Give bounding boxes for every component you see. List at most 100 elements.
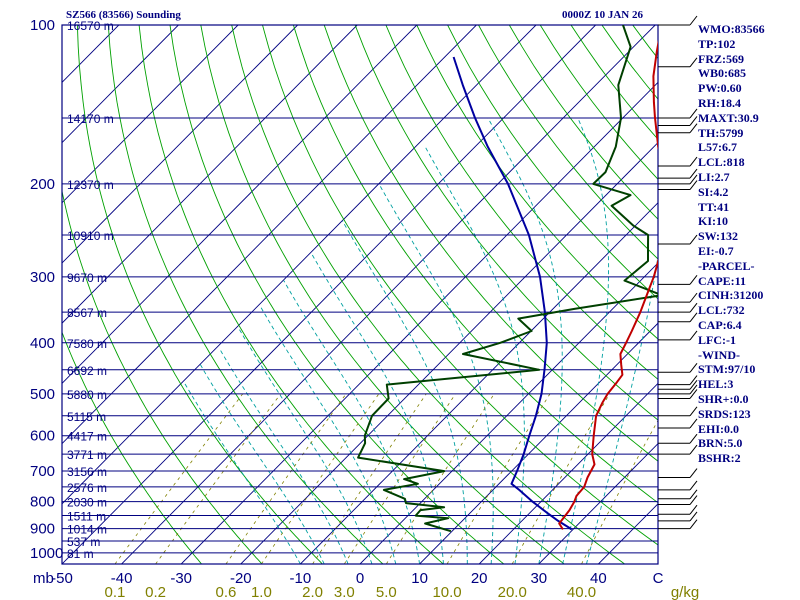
pressure-label: 300: [30, 269, 55, 286]
index-item: SI:4.2: [698, 184, 729, 199]
moist-adiabat-line: [200, 364, 325, 564]
index-item: SW:132: [698, 229, 739, 244]
height-label: 4417 m: [67, 430, 107, 444]
wind-barb: [658, 468, 698, 479]
wind-barb: [658, 433, 698, 444]
mixing-ratio-label: 5.0: [376, 584, 397, 600]
isotherm-line: [180, 81, 658, 564]
mixing-ratio-label: 0.2: [145, 584, 166, 600]
height-label: 2030 m: [67, 496, 107, 510]
pressure-label: 700: [30, 463, 55, 480]
index-item: STM:97/10: [698, 362, 756, 377]
index-item: CAP:6.4: [698, 317, 742, 332]
index-item: LCL:818: [698, 155, 745, 170]
isotherm-line: [62, 25, 298, 264]
height-label: 5115 m: [67, 410, 106, 424]
dry-adiabat-line: [323, 25, 658, 462]
index-item: WB0:685: [698, 66, 746, 81]
pressure-label: 1000: [30, 545, 63, 562]
height-label: 8567 m: [67, 306, 107, 320]
wind-barb: [658, 180, 698, 191]
index-item: -WIND-: [698, 347, 740, 362]
height-label: 3771 m: [67, 448, 107, 462]
wind-barb: [658, 330, 698, 341]
wind-barbs: [658, 15, 698, 530]
mixing-ratio-line: [114, 393, 244, 564]
pressure-label: 500: [30, 386, 55, 403]
isotherm-grid: [0, 25, 658, 564]
temperature-tick-label: -40: [111, 570, 133, 587]
dry-adiabat-line: [354, 25, 658, 421]
index-item: LI:2.7: [698, 169, 730, 184]
isotherm-line: [359, 262, 658, 564]
index-item: TH:5799: [698, 125, 744, 140]
height-label: 6692 m: [67, 364, 107, 378]
mixing-ratio-line: [581, 419, 658, 564]
dry-adiabat-line: [138, 25, 444, 564]
temperature-tick-label: -50: [51, 570, 73, 587]
parcel-trace: [452, 56, 573, 531]
isotherm-line: [419, 322, 658, 564]
moist-adiabat-line: [310, 252, 444, 564]
temperature-tick-label: -10: [290, 570, 312, 587]
mixing-ratio-label: 20.0: [498, 584, 527, 600]
temperature-tick-label: C: [653, 570, 664, 587]
moist-adiabat-line: [378, 183, 494, 564]
sounding-datetime: 0000Z 10 JAN 26: [562, 9, 643, 21]
pressure-label: 100: [30, 17, 55, 34]
dry-adiabat-grid: [62, 25, 658, 564]
dry-adiabat-line: [447, 25, 658, 300]
moist-adiabat-line: [219, 348, 349, 564]
isotherm-line: [240, 141, 658, 564]
wind-barb: [658, 444, 698, 455]
temperature-trace: [558, 39, 658, 530]
wind-barb: [658, 489, 698, 500]
index-item: FRZ:569: [698, 51, 744, 66]
index-item: CINH:31200: [698, 288, 764, 303]
dry-adiabat-line: [570, 25, 658, 140]
dry-adiabat-line: [478, 25, 658, 260]
temperature-tick-label: 20: [471, 570, 488, 587]
mixing-ratio-unit-label: g/kg: [671, 584, 699, 600]
pressure-label: 800: [30, 494, 55, 511]
index-item: TP:102: [698, 36, 736, 51]
mixing-ratio-label: 2.0: [302, 584, 323, 600]
isotherm-line: [62, 25, 418, 385]
index-item: L57:6.7: [698, 140, 737, 155]
temperature-tick-label: 0: [356, 570, 364, 587]
wind-barb: [658, 174, 698, 185]
wind-barb: [658, 495, 698, 506]
height-label: 7580 m: [67, 337, 107, 351]
dry-adiabat-line: [62, 188, 263, 564]
isotherm-line: [121, 25, 656, 564]
wind-barb: [658, 302, 698, 313]
wind-barb: [658, 292, 698, 303]
height-label: 1014 m: [67, 523, 107, 537]
height-labels: 16570 m 14170 m 12370 m 10910 m 9670 m 8567 m…: [67, 19, 114, 561]
index-item: MAXT:30.9: [698, 110, 759, 125]
mixing-ratio-line: [261, 393, 380, 564]
wind-barb: [658, 57, 698, 68]
height-label: 81 m: [67, 547, 94, 561]
mixing-ratio-label: 0.1: [105, 584, 126, 600]
wind-barb: [658, 504, 698, 515]
temperature-tick-label: 30: [530, 570, 547, 587]
pressure-label: 600: [30, 428, 55, 445]
pressure-label: 200: [30, 176, 55, 193]
dry-adiabat-line: [107, 25, 384, 564]
dewpoint-trace: [357, 25, 658, 533]
isotherm-line: [478, 382, 658, 564]
mixing-ratio-label: 10.0: [432, 584, 461, 600]
dry-adiabat-line: [76, 25, 323, 564]
isotherm-line: [62, 25, 239, 204]
isotherm-line: [0, 25, 59, 564]
moist-adiabat-line: [259, 305, 397, 564]
pressure-unit-label: mb: [33, 570, 54, 587]
isotherm-line: [62, 25, 179, 144]
dry-adiabat-line: [292, 25, 658, 504]
mixing-ratio-line: [225, 393, 347, 564]
index-item: WMO:83566: [698, 22, 765, 36]
stability-indices: WMO:83566 TP:102 FRZ:569 WB0:685 PW:0.60 RH:1…: [698, 22, 765, 466]
mixing-ratio-axis: 0.1 0.2 0.6 1.0 2.0 3.0 5.0 10.0 20.0 40.0 g/kg: [105, 584, 700, 600]
